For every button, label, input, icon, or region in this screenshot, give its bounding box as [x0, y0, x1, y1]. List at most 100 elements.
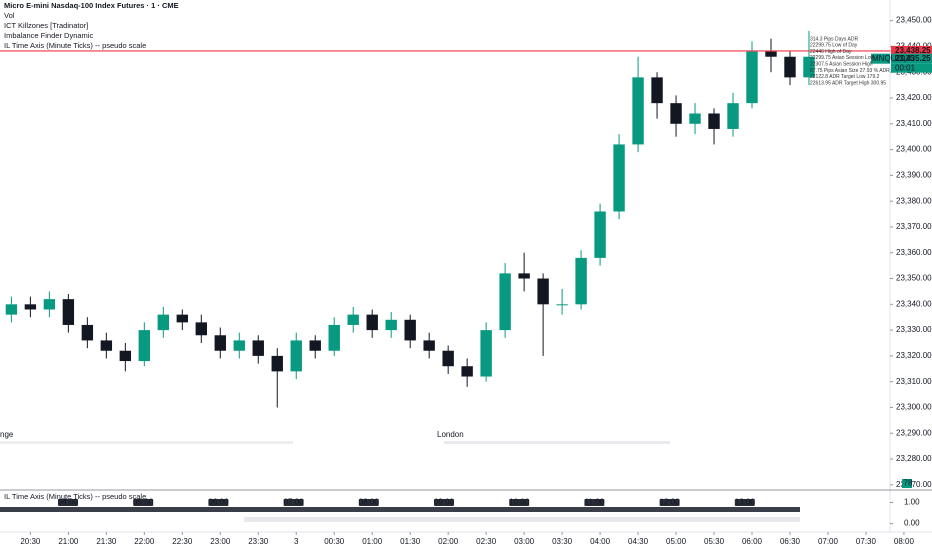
hour-box — [283, 499, 304, 506]
candle-body — [651, 77, 663, 104]
hour-label: 12:00 — [660, 498, 681, 507]
y-tick-label: 23,300.00 — [896, 403, 932, 412]
annotation: 22122.8 ADR Target Low 179.2 — [810, 74, 880, 80]
x-tick-label: 06:30 — [780, 537, 801, 546]
annotation: 22613.95 ADR Target High 300.95 — [810, 80, 886, 86]
hour-box — [434, 499, 454, 506]
y-tick-label: 23,270.00 — [896, 480, 932, 489]
x-tick-label: 02:00 — [438, 537, 459, 546]
annotation: 22299.75 Asian Session Low — [810, 55, 875, 61]
hour-label: 08:00 — [359, 498, 380, 507]
y-tick-label: 23,380.00 — [896, 196, 932, 205]
candle-body — [594, 211, 606, 258]
x-tick-label: 21:30 — [96, 537, 117, 546]
volume-label: 78 — [904, 479, 913, 488]
candle-body — [290, 340, 302, 372]
y-tick-label: 23,410.00 — [896, 119, 932, 128]
candle-body — [347, 314, 359, 325]
hour-label: 05:00 — [133, 498, 154, 507]
hour-label: 06:00 — [208, 498, 229, 507]
annotation: 22299.75 Low of Day — [810, 43, 858, 49]
y-tick-label: 23,420.00 — [896, 93, 932, 102]
candle-body — [746, 51, 758, 104]
y-tick-label: 23,350.00 — [896, 274, 932, 283]
price-label: 23,438.25 — [895, 46, 931, 55]
y-tick-label: 23,290.00 — [896, 428, 932, 437]
panel-tick-label: 1.00 — [904, 498, 920, 507]
candle-body — [689, 113, 701, 124]
candle-body — [138, 330, 151, 362]
x-tick-label: 22:30 — [172, 537, 193, 546]
countdown: 00:01 — [895, 63, 916, 72]
candle-body — [765, 51, 777, 57]
session-bar — [0, 441, 293, 444]
countdown-box — [891, 63, 932, 73]
x-tick-label: 01:30 — [400, 537, 421, 546]
candle-body — [176, 314, 189, 323]
x-tick-label: 22:00 — [134, 537, 155, 546]
x-tick-label: 03:00 — [514, 537, 535, 546]
candle-body — [385, 319, 397, 331]
x-tick-label: 23:00 — [210, 537, 231, 546]
volume-label-box — [902, 479, 912, 488]
y-tick-label: 23,280.00 — [896, 454, 932, 463]
x-tick-label: 02:30 — [476, 537, 497, 546]
x-tick-label: 21:00 — [58, 537, 79, 546]
symbol-box — [871, 53, 890, 64]
session-label: London — [437, 430, 464, 439]
candle-body — [784, 56, 796, 78]
candle-body — [157, 314, 170, 331]
minute-strip — [0, 507, 800, 512]
x-tick-label: 04:30 — [628, 537, 649, 546]
candle-body — [119, 350, 132, 362]
candle-body — [537, 278, 549, 305]
candle-body — [81, 324, 94, 341]
candle-body — [727, 103, 739, 129]
y-tick-label: 23,310.00 — [896, 377, 932, 386]
indicator-label: IL Time Axis (Minute Ticks) -- pseudo sc… — [4, 41, 146, 50]
candle-body — [670, 103, 682, 124]
hour-label: 11:00 — [585, 498, 605, 507]
candle-body — [43, 299, 56, 310]
candle-body — [803, 56, 815, 78]
hour-box — [358, 499, 379, 506]
y-tick-label: 23,360.00 — [896, 248, 932, 257]
candle-body — [62, 299, 75, 325]
y-tick-label: 23,400.00 — [896, 145, 932, 154]
price-label-box — [891, 53, 932, 64]
hour-box — [133, 499, 154, 506]
y-tick-label: 23,340.00 — [896, 299, 932, 308]
session-bar — [444, 441, 670, 444]
hour-label: 10:00 — [509, 498, 530, 507]
annotation: 87.75 Pips Asian Size 27.93 % ADR — [810, 68, 890, 74]
candle-body — [442, 350, 454, 367]
hour-label: 04:00 — [58, 498, 79, 507]
price-label: 23,435.25 — [895, 54, 931, 63]
candle-body — [632, 77, 644, 145]
y-tick-label: 23,320.00 — [896, 351, 932, 360]
candle-body — [328, 324, 340, 351]
candle-body — [556, 304, 568, 306]
hour-label: 13:00 — [735, 498, 756, 507]
chart-title: Micro E-mini Nasdaq-100 Index Futures · … — [4, 1, 179, 10]
x-tick-label: 05:00 — [666, 537, 687, 546]
y-tick-label: 23,390.00 — [896, 170, 932, 179]
hour-box — [734, 499, 755, 506]
candle-body — [5, 304, 18, 315]
candle-body — [575, 257, 587, 305]
x-tick-label: 01:00 — [362, 537, 383, 546]
hour-box — [584, 499, 605, 506]
candle-body — [252, 340, 264, 356]
candle-body — [499, 273, 511, 331]
x-tick-label: 08:00 — [894, 537, 915, 546]
candle-body — [100, 340, 113, 351]
x-tick-label: 00:30 — [324, 537, 345, 546]
candle-body — [423, 340, 435, 351]
price-label-box — [891, 45, 932, 56]
candle-body — [518, 273, 530, 279]
candle-body — [613, 144, 625, 212]
candle-body — [480, 330, 492, 377]
candle-body — [195, 322, 207, 336]
